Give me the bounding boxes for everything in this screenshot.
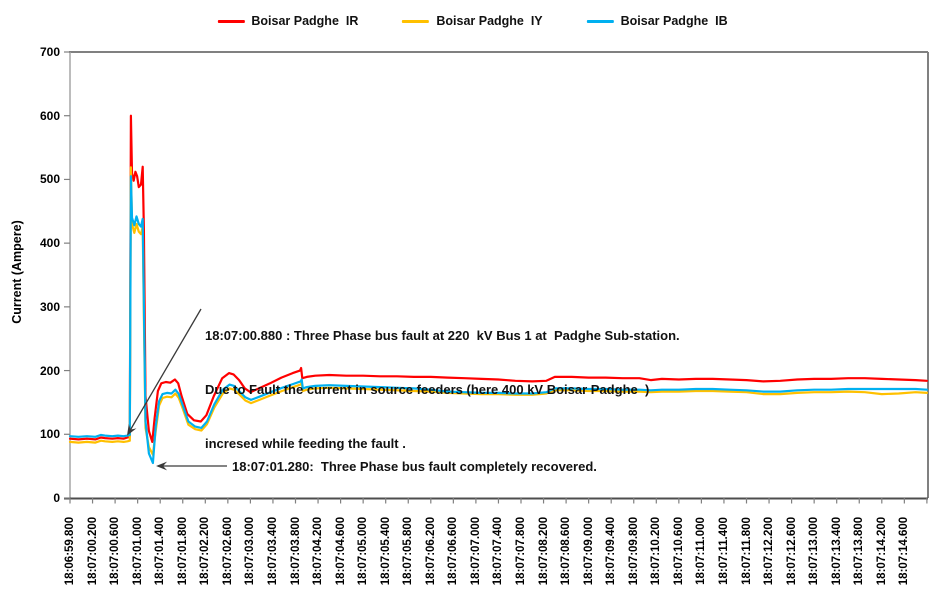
- x-tick-label: 18:07:03.800: [289, 516, 302, 586]
- legend-label: Boisar Padghe IY: [436, 14, 543, 28]
- series-lines: [68, 114, 929, 465]
- x-tick-label: 18:07:09.000: [582, 516, 595, 586]
- fault-annotation-line1: 18:07:00.880 : Three Phase bus fault at …: [205, 328, 680, 343]
- x-tick-label: 18:07:01.400: [154, 516, 167, 586]
- x-tick-label: 18:07:05.000: [357, 516, 370, 586]
- legend-item: Boisar Padghe IY: [402, 14, 543, 28]
- x-tick-label: 18:07:07.000: [469, 516, 482, 586]
- y-tick-label: 200: [39, 363, 60, 378]
- x-tick-label: 18:07:11.000: [695, 517, 708, 585]
- series-line-IR: [68, 114, 929, 443]
- fault-annotation-line3: incresed while feeding the fault .: [205, 436, 406, 451]
- x-tick-label: 18:06:59.800: [64, 516, 76, 586]
- x-tick-label: 18:07:09.400: [605, 516, 618, 586]
- x-tick-label: 18:07:08.200: [537, 516, 550, 586]
- y-tick-label: 500: [39, 172, 60, 187]
- series-line-IY: [68, 166, 929, 456]
- x-tick-label: 18:07:06.600: [447, 516, 460, 586]
- y-tick-label: 0: [53, 491, 60, 505]
- x-tick-label: 18:07:06.200: [424, 516, 437, 586]
- series-line-IB: [68, 175, 929, 465]
- x-tick-label: 18:07:05.800: [402, 516, 415, 586]
- fault-annotation: 18:07:00.880 : Three Phase bus fault at …: [205, 291, 680, 489]
- x-tick-label: 18:07:12.200: [763, 516, 776, 586]
- legend-label: Boisar Padghe IR: [251, 14, 359, 28]
- legend: Boisar Padghe IR Boisar Padghe IY Boisar P…: [217, 14, 728, 28]
- legend-swatch-line-icon: [217, 19, 245, 23]
- x-tick-label: 18:07:13.800: [853, 516, 866, 586]
- legend-swatch-line-icon: [402, 19, 430, 23]
- x-tick-label: 18:07:01.000: [131, 516, 144, 586]
- x-tick-label: 18:07:11.800: [740, 517, 753, 585]
- x-tick-label: 18:07:13.000: [808, 516, 821, 586]
- x-tick-label: 18:07:10.200: [650, 516, 663, 586]
- y-tick-label: 700: [39, 45, 60, 59]
- x-tick-label: 18:07:04.600: [334, 516, 347, 586]
- y-tick-label: 300: [39, 299, 60, 314]
- y-tick-label: 600: [39, 108, 60, 123]
- x-tick-label: 18:07:07.400: [492, 516, 505, 586]
- x-tick-label: 18:07:08.600: [560, 516, 573, 586]
- x-tick-label: 18:07:10.600: [672, 516, 685, 586]
- x-tick-label: 18:07:14.600: [898, 516, 911, 586]
- x-tick-label: 18:07:11.400: [717, 517, 730, 585]
- x-tick-label: 18:07:02.200: [199, 516, 212, 586]
- x-tick-label: 18:07:07.800: [515, 516, 527, 586]
- legend-label: Boisar Padghe IB: [620, 14, 728, 28]
- legend-swatch-line-icon: [586, 19, 614, 23]
- y-tick-label: 100: [39, 427, 60, 442]
- recovery-annotation: 18:07:01.280: Three Phase bus fault comp…: [232, 459, 597, 474]
- legend-item: Boisar Padghe IB: [586, 14, 728, 28]
- y-tick-label: 400: [39, 236, 60, 251]
- x-tick-label: 18:07:01.800: [176, 516, 189, 586]
- x-tick-label: 18:07:09.800: [627, 516, 640, 586]
- axis-ticks: [64, 51, 928, 504]
- x-tick-label: 18:07:02.600: [221, 516, 234, 586]
- x-tick-label: 18:07:00.600: [109, 516, 122, 586]
- x-tick-label: 18:07:05.400: [379, 516, 392, 586]
- fault-annotation-line2: Due to Fault the current in source feede…: [205, 382, 650, 397]
- x-tick-label: 18:07:14.200: [875, 516, 888, 586]
- x-tick-label: 18:07:00.200: [86, 516, 99, 586]
- x-tick-label: 18:07:04.200: [312, 516, 325, 586]
- legend-item: Boisar Padghe IR: [217, 14, 358, 28]
- fault-annotation-arrow: [127, 308, 202, 436]
- x-tick-label: 18:07:12.600: [785, 516, 798, 586]
- x-tick-label: 18:07:03.400: [266, 516, 279, 586]
- x-tick-label: 18:07:03.000: [244, 516, 257, 586]
- x-tick-label: 18:07:13.400: [830, 516, 843, 586]
